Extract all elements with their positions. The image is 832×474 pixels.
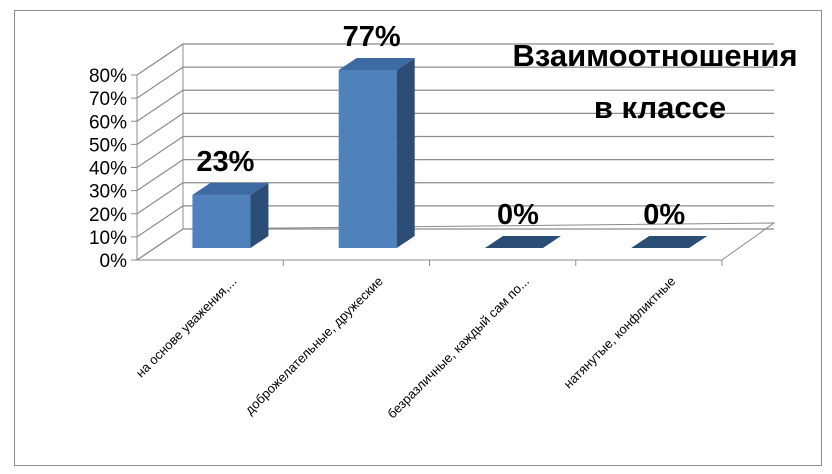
x-category-label: на основе уважения,... — [133, 274, 240, 381]
gridlines — [131, 43, 774, 266]
bar-front — [338, 69, 397, 248]
data-label: 23% — [196, 146, 254, 178]
bar-front — [192, 194, 251, 248]
y-tick-label: 30% — [89, 182, 127, 203]
gridline — [136, 66, 774, 99]
y-tick-label: 10% — [89, 228, 127, 249]
y-tick-label: 40% — [89, 159, 127, 180]
x-category-label: доброжелательные, дружеские — [242, 274, 386, 418]
bar-top — [484, 236, 561, 248]
gridline — [136, 205, 774, 238]
chart-title: Взаимоотношения в классе — [512, 38, 797, 125]
y-axis-tick-labels: 0%10%20%30%40% 50%60%70%80% — [89, 66, 127, 272]
x-axis-category-labels: на основе уважения,... доброжелательные, … — [133, 274, 679, 422]
y-tick-label: 0% — [100, 251, 128, 272]
bar-side — [396, 57, 415, 248]
x-category-label: безразличные, каждый сам по... — [384, 274, 532, 422]
x-category-label: натянутые, конфликтные — [561, 274, 679, 392]
data-label: 77% — [343, 21, 401, 53]
data-label: 0% — [497, 199, 539, 231]
bar — [192, 182, 269, 248]
gridline — [136, 135, 774, 168]
gridline — [136, 89, 774, 122]
y-tick-label: 20% — [89, 205, 127, 226]
bar — [338, 57, 415, 248]
gridline — [136, 228, 774, 261]
bar-top — [192, 182, 269, 195]
bars — [192, 57, 708, 248]
bar-top — [338, 57, 415, 70]
y-tick-label: 50% — [89, 135, 127, 156]
gridline — [136, 182, 774, 215]
bar-side — [250, 182, 269, 248]
gridline — [136, 112, 774, 145]
bar-top — [631, 236, 708, 248]
y-tick-label: 70% — [89, 89, 127, 110]
chart-title-line-2: в классе — [594, 90, 726, 125]
y-tick-label: 60% — [89, 112, 127, 133]
bar — [484, 236, 561, 248]
y-tick-label: 80% — [89, 66, 127, 87]
gridline — [136, 159, 774, 192]
data-label: 0% — [643, 199, 685, 231]
chart-title-line-1: Взаимоотношения — [512, 38, 797, 73]
data-labels: 23% 77% 0% 0% — [196, 21, 685, 231]
gridline — [136, 43, 774, 76]
bar — [631, 236, 708, 248]
